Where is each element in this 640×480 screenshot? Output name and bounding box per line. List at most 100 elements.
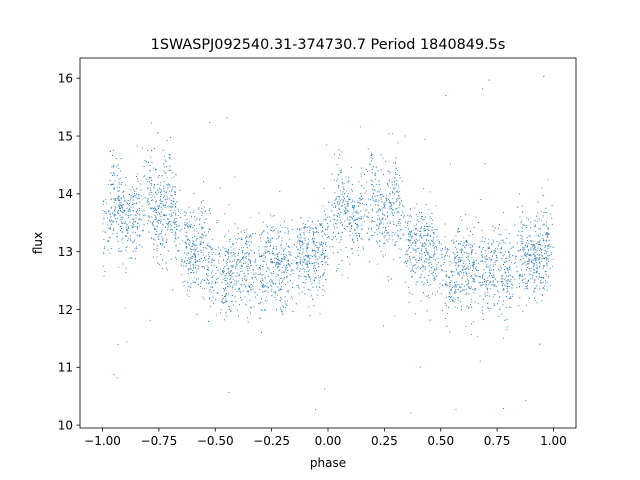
data-point	[133, 226, 135, 228]
data-point	[231, 276, 233, 278]
data-point	[420, 233, 422, 235]
data-point	[452, 274, 454, 277]
data-point	[383, 236, 385, 238]
data-point	[306, 246, 309, 248]
data-point	[119, 207, 121, 209]
data-point	[502, 300, 504, 302]
data-point	[385, 197, 387, 199]
data-point	[489, 308, 491, 310]
data-point	[318, 246, 320, 248]
data-point	[504, 257, 507, 260]
data-point	[238, 288, 240, 290]
data-point	[288, 253, 291, 255]
data-point	[338, 184, 340, 186]
data-point	[339, 170, 341, 172]
data-point	[358, 236, 360, 238]
data-point	[158, 191, 160, 193]
data-point	[216, 221, 218, 224]
data-point	[275, 299, 277, 301]
data-point	[159, 233, 161, 235]
data-point	[413, 256, 415, 258]
data-point	[175, 244, 177, 246]
data-point	[168, 206, 170, 208]
data-point	[137, 178, 139, 180]
data-point	[335, 205, 337, 207]
data-point	[472, 262, 474, 264]
data-point	[490, 252, 492, 254]
data-point	[393, 203, 395, 205]
data-point	[333, 232, 335, 234]
data-point	[380, 197, 382, 199]
data-point	[536, 267, 538, 269]
data-point	[529, 278, 531, 280]
data-point	[374, 189, 376, 191]
data-point	[235, 267, 237, 269]
data-point	[492, 241, 494, 243]
data-point	[177, 251, 179, 253]
data-point	[506, 318, 508, 320]
data-point	[324, 255, 326, 257]
data-point	[304, 223, 306, 226]
data-point	[208, 228, 210, 230]
data-point	[228, 257, 230, 259]
data-point	[113, 220, 115, 222]
data-point	[551, 223, 554, 225]
data-point	[159, 199, 161, 201]
data-point	[303, 271, 305, 273]
data-point	[170, 215, 172, 217]
data-point	[161, 236, 163, 238]
data-point	[343, 199, 345, 201]
data-point	[116, 377, 118, 379]
data-point	[467, 278, 469, 280]
data-point	[124, 307, 126, 309]
data-point	[135, 250, 137, 252]
data-point	[547, 255, 549, 257]
data-point	[436, 266, 438, 268]
data-point	[490, 250, 493, 253]
data-point	[271, 237, 273, 239]
data-point	[132, 242, 134, 244]
data-point	[126, 235, 128, 237]
data-point	[267, 237, 269, 239]
data-point	[277, 258, 279, 260]
data-point	[374, 172, 376, 174]
data-point	[521, 243, 523, 245]
data-point	[110, 216, 112, 218]
data-point	[450, 288, 452, 290]
data-point	[312, 250, 314, 252]
data-point	[361, 167, 363, 169]
data-point	[236, 291, 238, 293]
data-point	[113, 198, 115, 200]
data-point	[468, 268, 470, 270]
data-point	[518, 286, 520, 288]
data-point	[229, 282, 231, 284]
data-point	[150, 183, 152, 185]
data-point	[288, 251, 290, 253]
data-point	[324, 269, 326, 271]
data-point	[223, 236, 226, 238]
data-point	[227, 261, 229, 263]
data-point	[237, 227, 239, 229]
data-point	[352, 238, 354, 240]
data-point	[324, 218, 326, 220]
data-point	[490, 258, 492, 260]
data-point	[194, 255, 196, 257]
data-point	[244, 296, 246, 298]
data-point	[482, 275, 484, 277]
data-point	[113, 187, 115, 189]
data-point	[280, 309, 282, 311]
data-point	[194, 229, 196, 231]
data-point	[261, 282, 263, 284]
data-point	[504, 319, 506, 321]
data-point	[203, 279, 205, 281]
data-point	[171, 225, 173, 227]
data-point	[281, 298, 283, 300]
data-point	[139, 225, 141, 227]
data-point	[539, 239, 541, 241]
data-point	[385, 235, 387, 237]
data-point	[418, 247, 420, 249]
data-point	[340, 211, 342, 213]
data-point	[530, 274, 532, 276]
data-point	[160, 182, 162, 184]
data-point	[120, 227, 123, 229]
